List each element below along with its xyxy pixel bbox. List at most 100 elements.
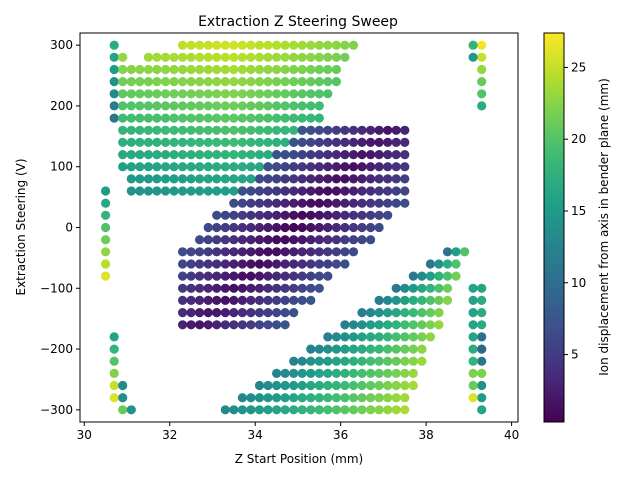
scatter-point (212, 40, 222, 50)
scatter-point (237, 222, 247, 233)
scatter-point (246, 393, 256, 403)
scatter-point (306, 222, 316, 233)
scatter-point (340, 198, 350, 208)
scatter-point (297, 77, 307, 87)
scatter-point (118, 380, 128, 391)
y-axis-ticks: −300 −200 −100 0 100 200 300 (40, 38, 80, 417)
scatter-point (314, 380, 324, 391)
scatter-point (203, 271, 213, 281)
scatter-point (323, 222, 333, 233)
scatter-point (306, 380, 316, 391)
scatter-point (408, 332, 418, 342)
scatter-point (220, 77, 230, 87)
scatter-point (289, 125, 299, 135)
scatter-point (374, 150, 384, 160)
scatter-point (272, 247, 282, 257)
scatter-point (434, 283, 444, 293)
scatter-point (477, 89, 487, 99)
scatter-point (306, 368, 316, 378)
scatter-point (272, 235, 282, 245)
scatter-point (118, 162, 128, 172)
scatter-point (126, 125, 136, 135)
scatter-point (212, 174, 222, 184)
scatter-point (109, 52, 119, 62)
scatter-point (272, 308, 282, 318)
scatter-point (314, 356, 324, 366)
scatter-point (297, 380, 307, 391)
scatter-point (348, 150, 359, 160)
scatter-point (246, 295, 256, 305)
scatter-point (237, 113, 247, 123)
scatter-point (254, 101, 265, 111)
scatter-point (212, 101, 222, 111)
scatter-point (126, 64, 136, 75)
scatter-point (417, 271, 427, 281)
scatter-point (254, 52, 265, 62)
scatter-point (152, 150, 162, 160)
scatter-point (246, 271, 256, 281)
scatter-point (272, 368, 282, 378)
scatter-point (374, 137, 384, 147)
y-tick-label: 300 (50, 38, 73, 52)
scatter-point (297, 101, 307, 111)
scatter-point (186, 259, 196, 269)
scatter-point (212, 137, 222, 147)
scatter-point (297, 405, 307, 415)
scatter-point (237, 101, 247, 111)
scatter-point (263, 295, 273, 305)
scatter-point (306, 393, 316, 403)
scatter-point (331, 64, 341, 75)
scatter-point (280, 77, 290, 87)
scatter-point (160, 137, 171, 147)
scatter-point (383, 368, 393, 378)
scatter-point (220, 125, 230, 135)
scatter-point (229, 295, 239, 305)
scatter-point (468, 344, 478, 354)
x-axis-label: Z Start Position (mm) (235, 452, 363, 466)
scatter-point (152, 101, 162, 111)
scatter-point (118, 101, 128, 111)
scatter-point (331, 125, 341, 135)
scatter-point (434, 308, 444, 318)
scatter-point (451, 247, 461, 257)
scatter-point (203, 64, 213, 75)
scatter-point (109, 380, 119, 391)
scatter-point (323, 89, 333, 99)
scatter-point (331, 259, 341, 269)
scatter-point (263, 308, 273, 318)
scatter-point (135, 101, 145, 111)
scatter-point (272, 393, 282, 403)
scatter-point (357, 308, 367, 318)
scatter-point (357, 125, 367, 135)
scatter-point (220, 235, 230, 245)
scatter-point (280, 137, 290, 147)
scatter-point (340, 356, 350, 366)
scatter-point (186, 113, 196, 123)
scatter-point (229, 320, 239, 330)
scatter-point (178, 247, 188, 257)
scatter-point (220, 283, 230, 293)
plot-area (101, 40, 487, 415)
x-tick-label: 40 (504, 428, 519, 442)
scatter-point (118, 89, 128, 99)
scatter-point (263, 210, 273, 220)
scatter-point (289, 247, 299, 257)
scatter-point (383, 393, 393, 403)
scatter-point (442, 271, 453, 281)
scatter-point (340, 380, 350, 391)
scatter-point (468, 356, 478, 366)
scatter-point (169, 137, 179, 147)
scatter-point (203, 222, 213, 233)
scatter-point (357, 210, 367, 220)
y-tick-label: 100 (50, 160, 73, 174)
scatter-point (477, 368, 487, 378)
scatter-point (314, 113, 324, 123)
scatter-point (400, 198, 410, 208)
scatter-point (229, 235, 239, 245)
scatter-point (160, 162, 171, 172)
scatter-point (160, 77, 171, 87)
scatter-point (400, 380, 410, 391)
scatter-point (400, 283, 410, 293)
scatter-point (442, 283, 453, 293)
scatter-point (348, 380, 359, 391)
